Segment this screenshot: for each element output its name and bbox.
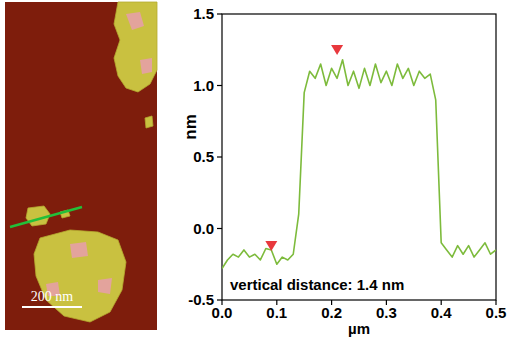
annotation: vertical distance: 1.4 nm <box>230 276 404 293</box>
y-tick <box>217 228 222 229</box>
y-tick <box>217 156 222 157</box>
y-tick-label: 0.5 <box>193 148 214 165</box>
y-tick-label: -0.5 <box>188 291 214 308</box>
x-tick-label: 0.5 <box>486 304 507 321</box>
x-tick-label: 0.4 <box>431 304 453 321</box>
x-tick-label: 0.1 <box>266 304 287 321</box>
scale-bar <box>22 306 82 308</box>
x-tick-label: 0.0 <box>212 304 233 321</box>
flake-patch <box>70 242 88 258</box>
flake <box>145 116 153 128</box>
flake <box>34 230 126 322</box>
plot-area <box>222 45 496 269</box>
cursor-marker <box>265 241 277 251</box>
y-tick-label: 1.0 <box>193 77 214 94</box>
x-tick-label: 0.3 <box>376 304 397 321</box>
x-tick-label: 0.2 <box>321 304 342 321</box>
profile-line <box>10 207 82 227</box>
flake-patch <box>98 278 112 294</box>
flake <box>114 2 157 92</box>
afm-image: 200 nm <box>5 2 157 330</box>
cursor-marker <box>331 45 343 55</box>
y-tick-label: 1.5 <box>193 5 214 22</box>
flake-patch <box>126 12 144 30</box>
figure: 200 nm-0.50.00.51.01.50.00.10.20.30.40.5… <box>0 0 516 339</box>
y-tick-label: 0.0 <box>193 220 214 237</box>
y-axis-title: nm <box>181 114 200 140</box>
plot-frame <box>222 14 496 300</box>
x-axis-title: µm <box>348 320 370 337</box>
flake-patch <box>140 58 152 74</box>
y-tick <box>217 85 222 86</box>
y-tick <box>217 13 222 14</box>
scale-bar-label: 200 nm <box>31 289 74 304</box>
profile-curve <box>222 60 496 269</box>
afm-background <box>5 2 157 330</box>
y-tick <box>217 299 222 300</box>
